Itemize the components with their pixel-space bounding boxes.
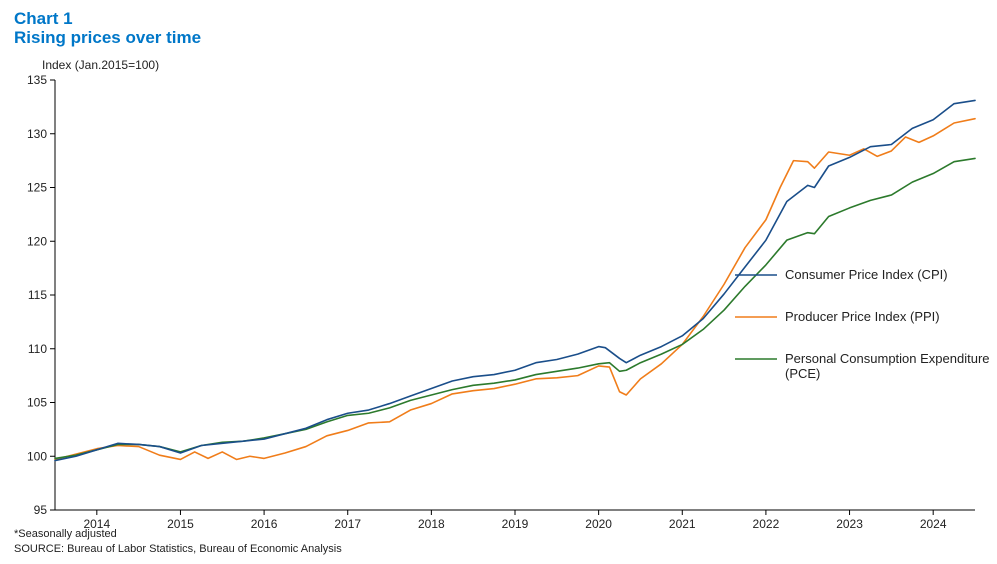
svg-text:115: 115: [28, 288, 47, 302]
svg-text:2019: 2019: [502, 517, 529, 531]
svg-text:2023: 2023: [836, 517, 863, 531]
footnote-text: *Seasonally adjusted: [14, 527, 342, 541]
legend-label: (PCE): [785, 366, 820, 381]
svg-text:2021: 2021: [669, 517, 696, 531]
legend-label: Consumer Price Index (CPI): [785, 267, 948, 282]
svg-text:2020: 2020: [585, 517, 612, 531]
svg-text:125: 125: [27, 181, 47, 195]
legend-label: Personal Consumption Expenditure: [785, 351, 990, 366]
svg-text:105: 105: [27, 396, 47, 410]
svg-text:110: 110: [28, 342, 47, 356]
svg-text:2018: 2018: [418, 517, 445, 531]
svg-text:95: 95: [34, 503, 48, 517]
svg-text:120: 120: [27, 234, 47, 248]
chart-container: Chart 1 Rising prices over time Index (J…: [0, 0, 997, 564]
svg-text:130: 130: [27, 127, 47, 141]
svg-text:135: 135: [27, 73, 47, 87]
chart-footnotes: *Seasonally adjusted SOURCE: Bureau of L…: [14, 527, 342, 556]
source-text: SOURCE: Bureau of Labor Statistics, Bure…: [14, 542, 342, 556]
svg-text:2022: 2022: [753, 517, 780, 531]
legend-label: Producer Price Index (PPI): [785, 309, 940, 324]
chart-svg: 9510010511011512012513013520142015201620…: [0, 0, 997, 564]
svg-text:100: 100: [27, 449, 47, 463]
series-line: [55, 119, 975, 460]
svg-text:2024: 2024: [920, 517, 947, 531]
